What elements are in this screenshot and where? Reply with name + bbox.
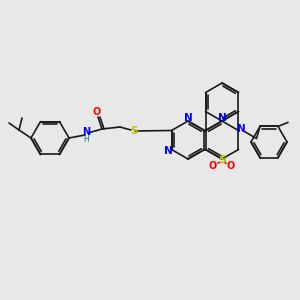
Text: S: S bbox=[130, 126, 138, 136]
Text: N: N bbox=[184, 113, 192, 123]
Text: H: H bbox=[83, 134, 89, 143]
Text: O: O bbox=[93, 107, 101, 117]
Text: S: S bbox=[218, 155, 226, 165]
Text: N: N bbox=[237, 124, 246, 134]
Text: O: O bbox=[209, 161, 217, 171]
Text: N: N bbox=[82, 127, 90, 137]
Text: N: N bbox=[164, 146, 173, 155]
Text: N: N bbox=[218, 113, 226, 123]
Text: O: O bbox=[227, 161, 235, 171]
